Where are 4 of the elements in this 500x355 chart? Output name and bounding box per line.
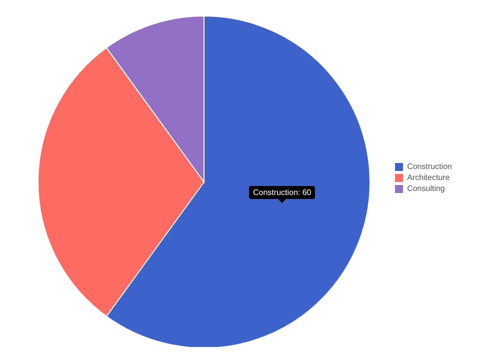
legend-label: Consulting (407, 184, 445, 193)
legend-label: Construction (407, 162, 452, 171)
text: Construction: 60 (249, 186, 316, 199)
legend-label: Architecture (407, 173, 450, 182)
